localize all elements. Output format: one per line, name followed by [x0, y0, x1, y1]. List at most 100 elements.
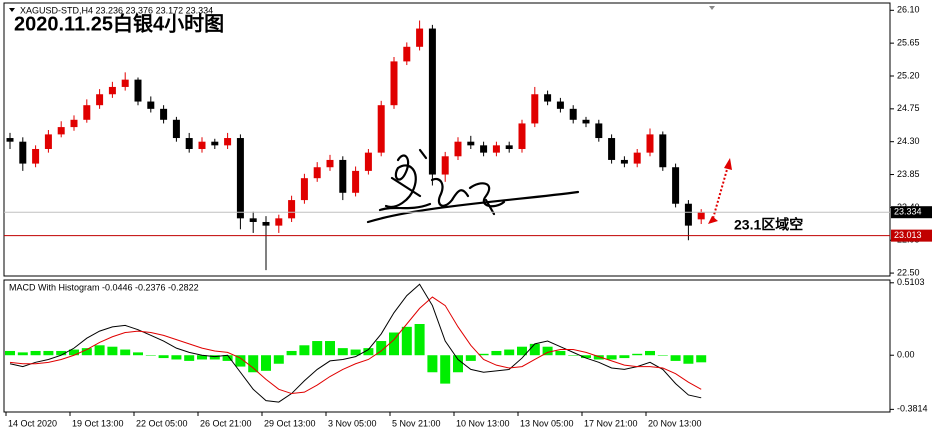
- histogram-bar: [606, 355, 617, 360]
- candle-body: [160, 108, 168, 120]
- candle-body: [697, 212, 705, 220]
- candle-body: [83, 105, 91, 120]
- candle-body: [300, 178, 308, 201]
- candle-body: [556, 101, 564, 109]
- y-tick-label: 0.00: [897, 350, 915, 360]
- histogram-bar: [478, 353, 489, 356]
- candle-body: [518, 123, 526, 149]
- histogram-bar: [325, 341, 335, 356]
- histogram-bar: [235, 355, 246, 367]
- y-tick-label: -0.3814: [897, 404, 928, 414]
- x-tick-label: 29 Oct 13:00: [264, 418, 316, 428]
- candle-body: [70, 119, 78, 128]
- histogram-bar: [5, 350, 15, 356]
- candle-body: [44, 134, 52, 149]
- candle-body: [428, 28, 436, 175]
- candle-body: [531, 94, 539, 124]
- histogram-bar: [440, 355, 451, 384]
- candle-body: [684, 203, 692, 226]
- candle-body: [224, 138, 232, 146]
- arrow-small: [708, 216, 718, 224]
- candle-body: [352, 170, 360, 193]
- candle-body: [620, 159, 628, 164]
- x-tick-label: 5 Nov 21:00: [392, 418, 441, 428]
- y-tick-label: 26.10: [897, 5, 920, 15]
- candle-body: [416, 28, 424, 47]
- candle-body: [480, 145, 488, 153]
- histogram-bar: [299, 345, 310, 356]
- price-label-box: [891, 206, 932, 219]
- candle-body: [544, 94, 552, 102]
- menu-icon: [9, 8, 15, 12]
- histogram-bar: [171, 355, 182, 360]
- x-tick-label: 3 Nov 05:00: [328, 418, 377, 428]
- candle-body: [249, 218, 257, 222]
- y-tick-label: 24.30: [897, 136, 920, 146]
- candle-body: [57, 127, 65, 135]
- candle-body: [6, 138, 14, 142]
- candle-body: [492, 145, 500, 153]
- candle-body: [672, 167, 680, 204]
- candle-body: [364, 152, 372, 171]
- histogram-bar: [619, 355, 630, 359]
- histogram-bar: [632, 353, 643, 356]
- histogram-bar: [696, 355, 707, 363]
- histogram-bar: [517, 346, 527, 356]
- histogram-bar: [120, 349, 131, 356]
- candle-body: [32, 148, 40, 164]
- y-tick-label: 22.50: [897, 267, 920, 277]
- candle-body: [211, 141, 219, 146]
- histogram-bar: [273, 355, 284, 364]
- macd-pane: [3, 279, 891, 413]
- histogram-bar: [248, 355, 259, 373]
- candle-body: [390, 61, 398, 106]
- histogram-bar: [465, 355, 476, 361]
- histogram-bar: [56, 350, 67, 356]
- histogram-bar: [158, 355, 169, 359]
- x-tick-label: 13 Nov 05:00: [520, 418, 574, 428]
- histogram-bar: [286, 350, 297, 356]
- x-tick-label: 19 Oct 13:00: [72, 418, 124, 428]
- scroll-icon: [709, 6, 715, 10]
- y-tick-label: 23.85: [897, 169, 920, 179]
- histogram-bar: [491, 350, 502, 356]
- histogram-bar: [209, 355, 220, 360]
- histogram-bar: [69, 349, 79, 356]
- candle-body: [121, 79, 129, 87]
- price-label: 23.013: [894, 230, 922, 240]
- macd-line: [9, 283, 702, 403]
- histogram-bar: [683, 355, 694, 364]
- annotation: 23.1区域空: [734, 217, 803, 233]
- price-label-box: [891, 229, 932, 242]
- chart-title: 2020.11.25白银4小时图: [14, 11, 224, 35]
- histogram-bar: [17, 352, 28, 356]
- histogram-bar: [43, 350, 54, 356]
- histogram-bar: [414, 324, 425, 356]
- histogram-bar: [94, 345, 105, 356]
- histogram-bar: [581, 355, 591, 359]
- candle-body: [19, 141, 27, 164]
- candle-body: [569, 108, 577, 120]
- histogram-bar: [337, 348, 348, 356]
- histogram-bar: [453, 355, 463, 373]
- candle-body: [108, 86, 116, 95]
- candle-body: [467, 141, 475, 146]
- histogram-bar: [427, 355, 438, 373]
- candle-body: [377, 105, 385, 153]
- y-tick-label: 24.75: [897, 103, 920, 113]
- histogram-bar: [593, 355, 604, 360]
- candle-body: [646, 134, 654, 153]
- candle-body: [505, 145, 513, 149]
- candle-body: [403, 46, 411, 62]
- histogram-bar: [568, 355, 579, 356]
- symbol-info: XAGUSD-STD,H4 23.236 23.376 23.172 23.33…: [20, 5, 213, 15]
- candle-body: [147, 101, 155, 109]
- histogram-bar: [30, 350, 41, 356]
- candle-body: [185, 138, 193, 149]
- arrow-head: [724, 158, 732, 170]
- signature: [366, 148, 580, 224]
- histogram-bar: [107, 346, 118, 356]
- histogram-bar: [222, 355, 233, 361]
- candle-body: [288, 200, 296, 219]
